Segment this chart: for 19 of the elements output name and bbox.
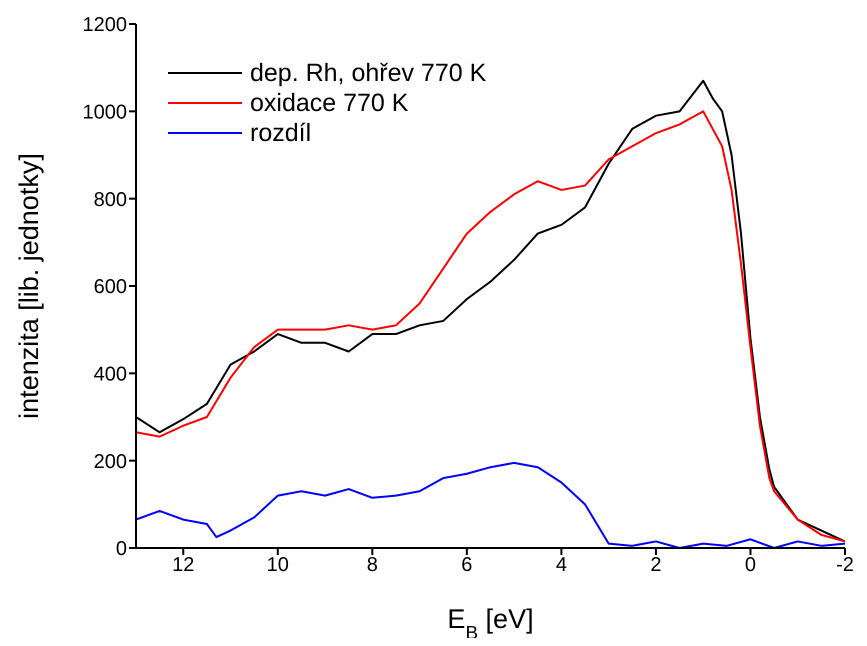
x-tick-label: 10 [266,554,289,576]
y-tick-label: 200 [94,450,127,473]
x-tick-label: 8 [366,554,378,576]
legend-label: oxidace 770 K [250,88,408,118]
y-tick-label: 1200 [82,14,127,36]
legend-label: dep. Rh, ohřev 770 K [250,58,486,88]
y-tick-label: 600 [94,276,127,298]
y-tick-label: 400 [94,363,127,386]
y-tick-label: 1000 [82,101,127,124]
x-tick-label: 0 [744,554,756,576]
x-tick-label: 4 [556,554,567,576]
x-tick-label: 6 [461,554,472,576]
y-axis-title: intenzita [lib. jednotky] [14,153,44,419]
y-tick-label: 800 [94,188,127,211]
legend-label: rozdíl [250,118,312,148]
y-tick-label: 0 [116,538,127,560]
x-tick-label: 2 [650,554,662,576]
x-tick-label: -2 [836,554,854,576]
x-tick-label: 12 [172,554,194,576]
